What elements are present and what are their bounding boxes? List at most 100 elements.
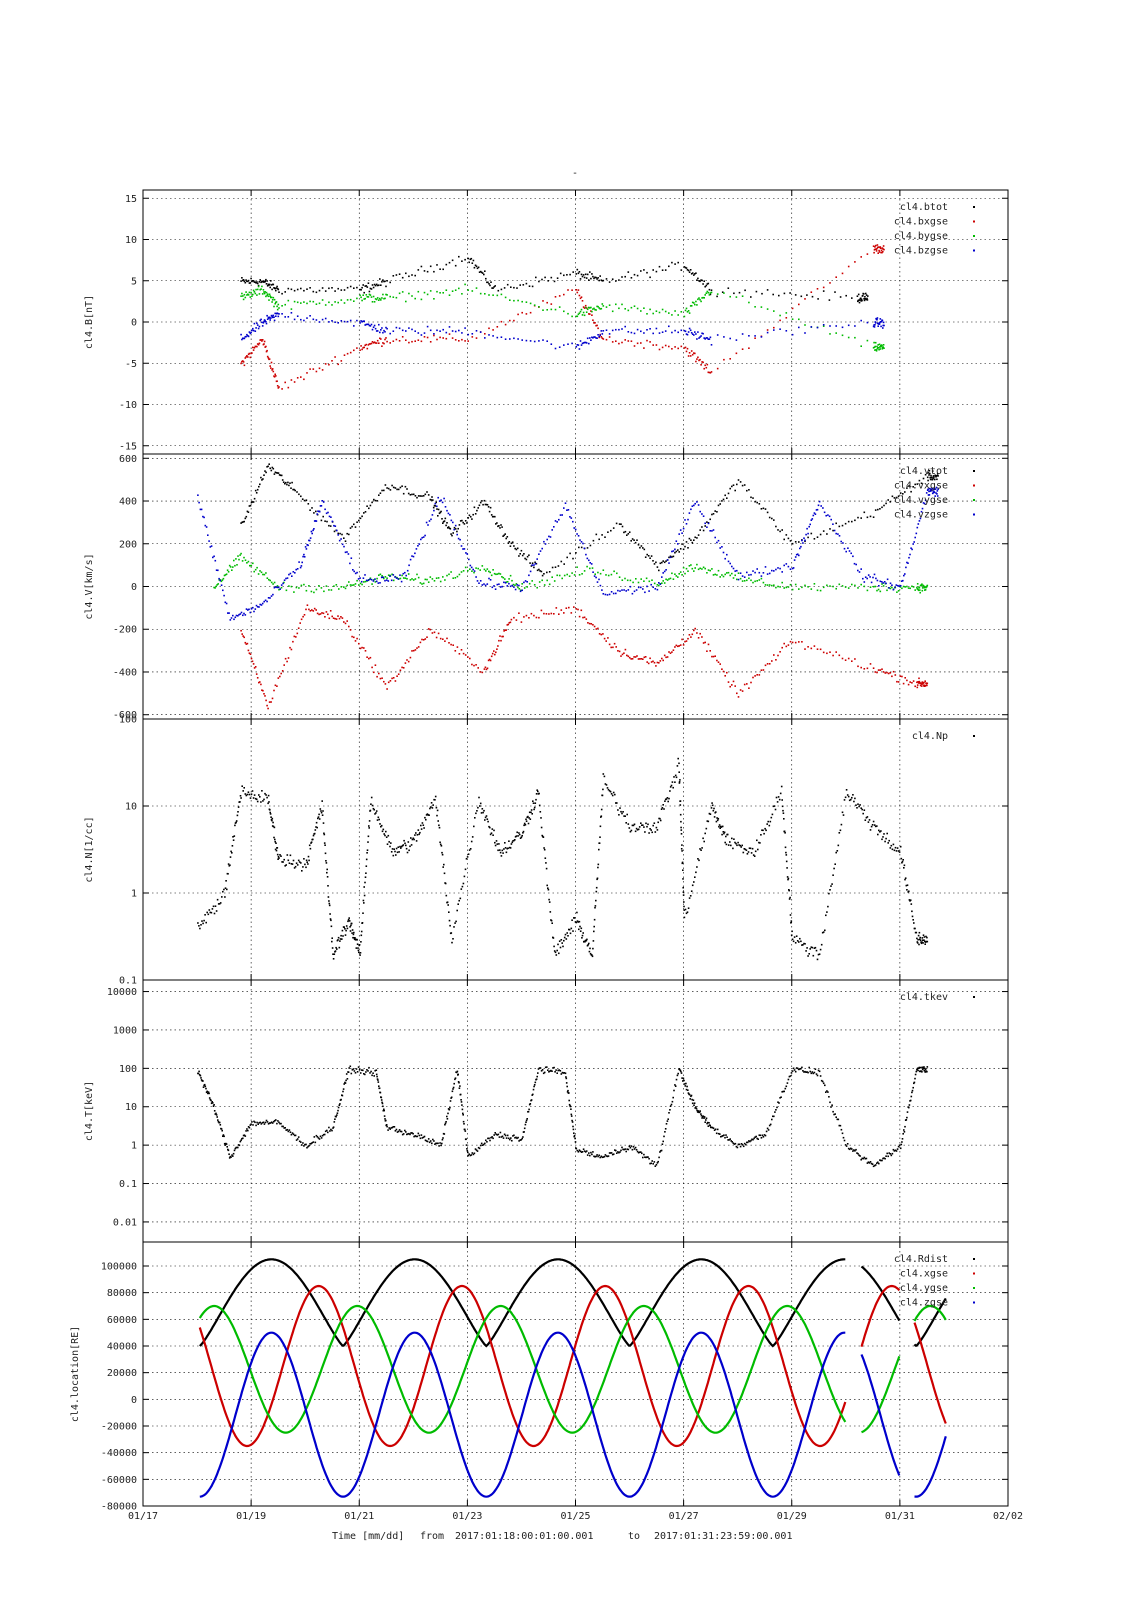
data-point xyxy=(284,1127,286,1129)
data-point xyxy=(279,854,281,856)
data-point xyxy=(318,289,321,292)
data-point xyxy=(729,337,731,340)
data-point xyxy=(646,1156,648,1158)
data-point xyxy=(829,333,831,335)
data-point xyxy=(340,586,343,588)
data-point xyxy=(281,861,283,863)
data-point xyxy=(891,848,894,851)
data-point xyxy=(422,639,425,641)
data-point xyxy=(766,331,769,334)
data-point xyxy=(621,525,624,528)
data-point xyxy=(331,304,333,306)
data-point xyxy=(847,547,849,549)
y-axis-label: cl4.V[km/s] xyxy=(84,553,95,619)
data-point xyxy=(244,614,247,616)
data-point xyxy=(275,1119,277,1121)
data-point xyxy=(543,540,545,543)
data-point xyxy=(356,347,358,349)
data-point xyxy=(832,523,834,525)
data-point xyxy=(736,578,738,581)
data-point xyxy=(321,500,323,502)
data-point xyxy=(855,563,857,566)
data-point xyxy=(212,1105,215,1107)
data-point xyxy=(465,1144,468,1146)
data-point xyxy=(459,1093,462,1096)
data-point xyxy=(396,851,399,854)
data-point xyxy=(362,320,364,322)
data-point xyxy=(760,577,763,580)
data-point xyxy=(832,874,834,876)
data-point xyxy=(554,296,557,298)
data-point xyxy=(699,1110,701,1112)
data-point xyxy=(239,554,241,556)
data-point xyxy=(259,339,261,341)
data-point xyxy=(904,1125,906,1128)
data-point xyxy=(713,816,716,818)
data-point xyxy=(281,1125,283,1128)
data-point xyxy=(363,346,365,349)
data-point xyxy=(816,508,819,511)
data-point xyxy=(841,334,844,337)
data-point xyxy=(650,829,652,831)
data-point xyxy=(452,644,454,646)
data-point xyxy=(914,927,916,930)
data-point xyxy=(466,1148,468,1150)
data-point xyxy=(810,326,813,328)
data-point xyxy=(272,370,275,373)
data-point xyxy=(716,334,719,336)
data-point xyxy=(380,338,382,340)
data-point xyxy=(651,579,653,581)
data-point xyxy=(597,863,600,866)
data-point xyxy=(471,570,473,572)
data-point xyxy=(414,495,417,497)
data-point xyxy=(798,588,800,590)
data-point xyxy=(521,300,523,303)
data-point xyxy=(737,841,739,844)
data-point xyxy=(674,329,676,332)
data-point xyxy=(560,560,563,563)
data-point xyxy=(927,488,929,491)
data-point xyxy=(807,1071,809,1074)
data-point xyxy=(244,559,247,561)
data-point xyxy=(628,531,631,533)
data-point xyxy=(685,567,688,570)
data-point xyxy=(259,483,261,486)
data-point xyxy=(691,333,694,335)
data-point xyxy=(349,562,351,565)
data-point xyxy=(935,475,938,477)
data-point xyxy=(263,340,266,343)
data-point xyxy=(879,508,881,510)
data-point xyxy=(258,1122,260,1124)
data-point xyxy=(688,537,691,540)
data-point xyxy=(563,507,565,509)
data-point xyxy=(902,682,905,685)
data-point xyxy=(244,281,247,284)
data-point xyxy=(258,281,261,283)
data-point xyxy=(482,503,484,506)
data-point xyxy=(924,943,926,945)
data-point xyxy=(286,483,288,486)
data-point xyxy=(454,289,457,291)
data-point xyxy=(302,866,304,868)
data-point xyxy=(398,340,401,342)
data-point xyxy=(644,656,647,658)
data-point xyxy=(877,346,880,349)
data-point xyxy=(408,564,410,567)
data-point xyxy=(785,645,788,648)
data-point xyxy=(306,317,308,319)
data-point xyxy=(222,589,224,592)
data-point xyxy=(682,644,685,646)
data-point xyxy=(791,318,794,320)
data-point xyxy=(360,320,362,322)
data-point xyxy=(220,584,223,586)
data-point xyxy=(737,1143,740,1146)
data-point xyxy=(793,559,796,561)
data-point xyxy=(363,320,365,322)
data-point xyxy=(436,508,438,510)
data-point xyxy=(689,329,692,332)
data-point xyxy=(475,330,478,332)
data-point xyxy=(446,522,448,524)
data-point xyxy=(592,539,595,542)
data-point xyxy=(487,659,490,662)
data-point xyxy=(214,559,217,562)
